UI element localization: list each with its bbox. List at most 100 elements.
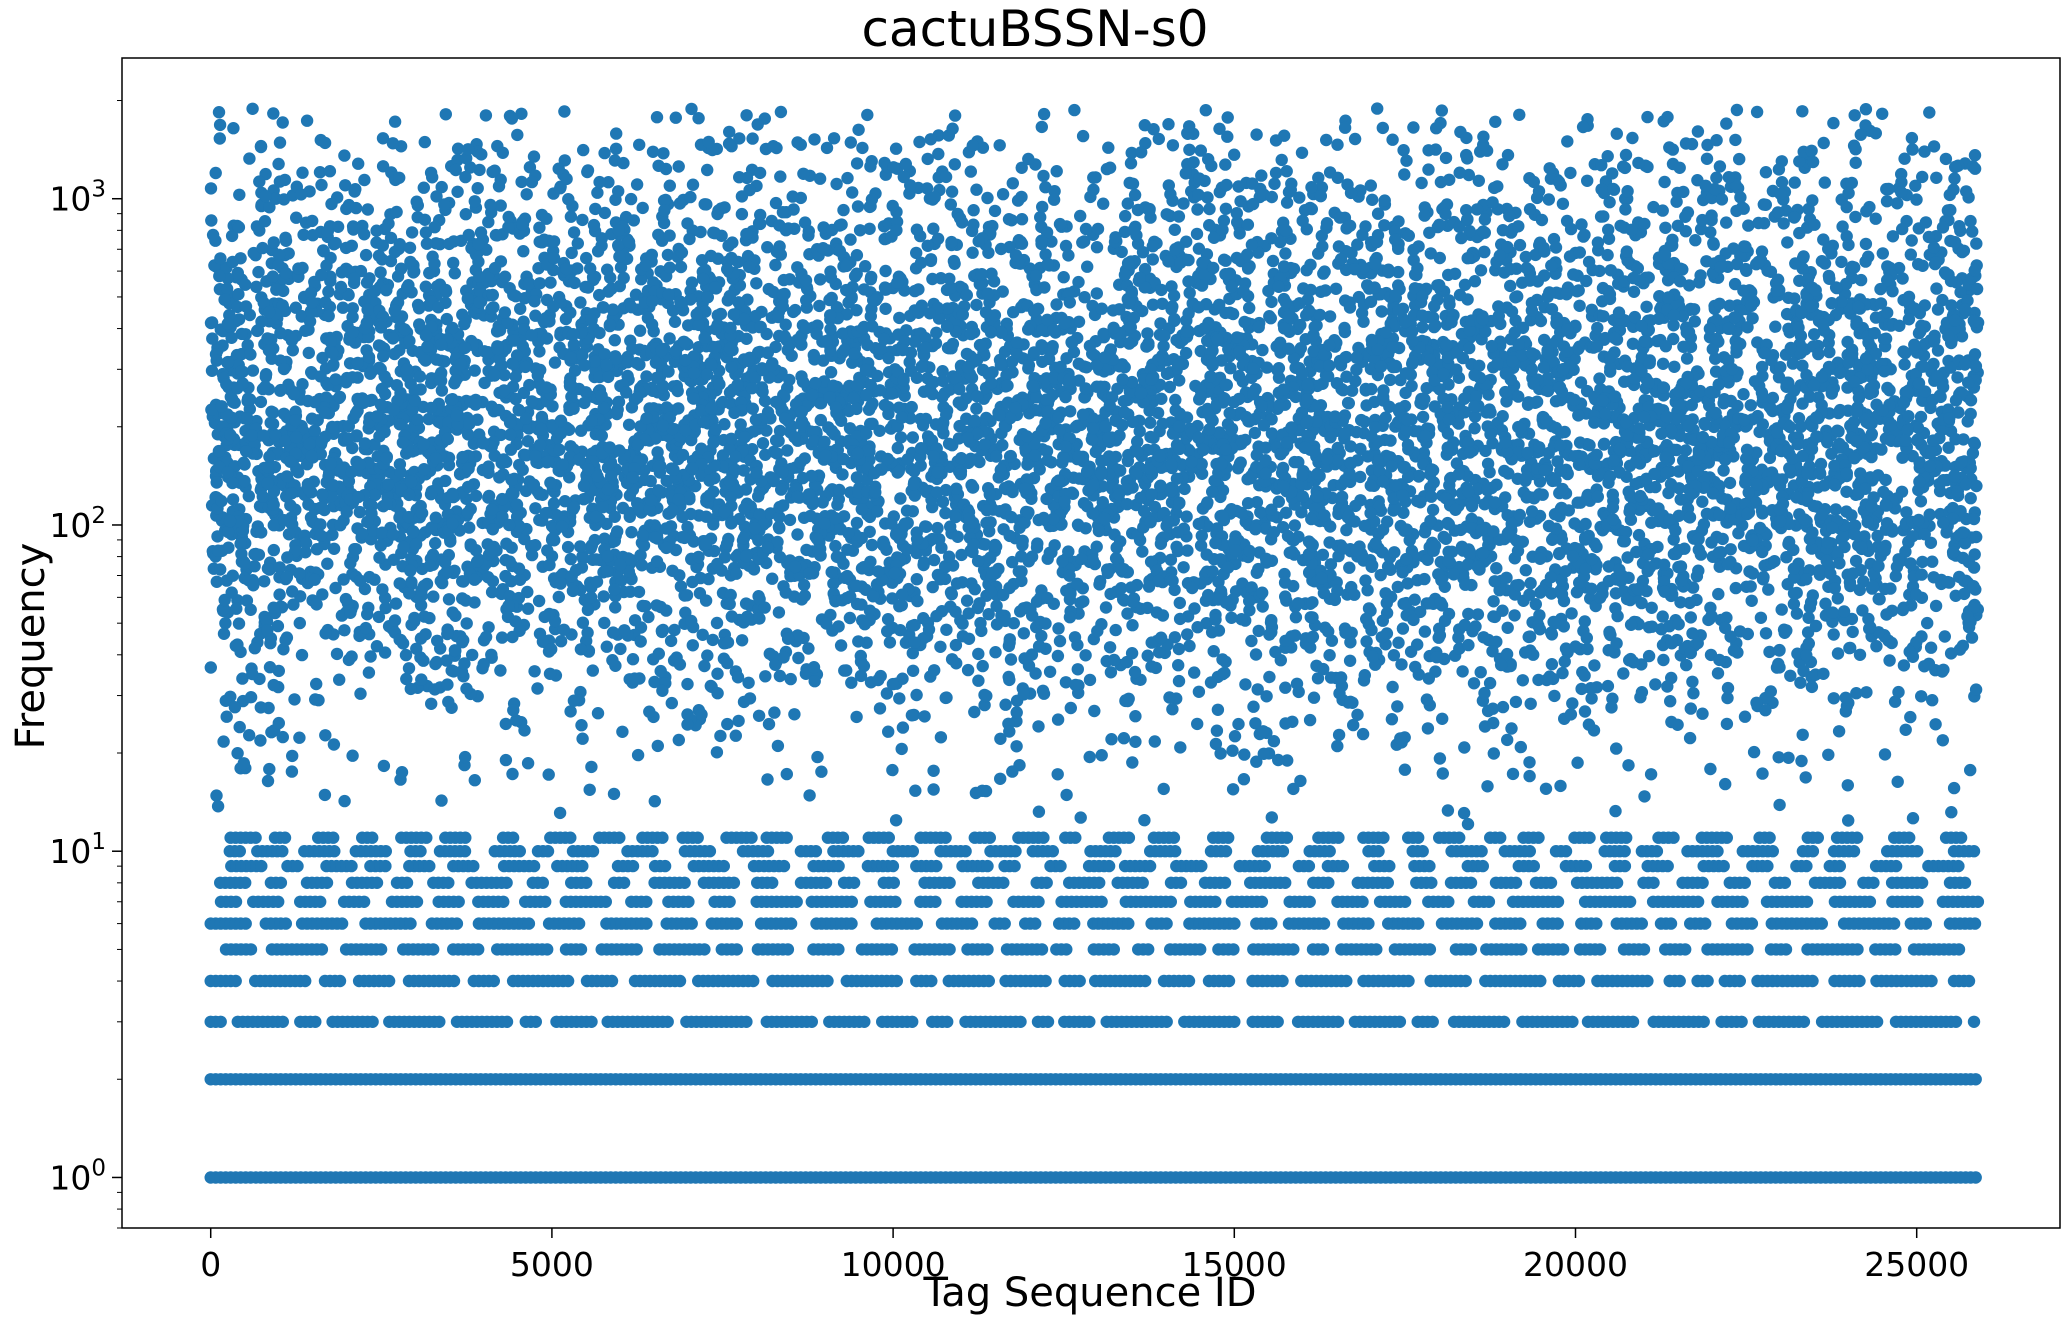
data-point	[759, 670, 772, 683]
data-point	[1763, 831, 1776, 844]
data-point	[291, 859, 304, 873]
data-point	[239, 876, 252, 889]
data-point	[1523, 515, 1537, 528]
data-point	[686, 639, 699, 652]
data-point	[1126, 619, 1139, 632]
data-point	[1252, 624, 1265, 638]
data-point	[1593, 943, 1607, 956]
data-point	[845, 917, 858, 930]
data-point	[576, 859, 589, 873]
data-point	[278, 831, 292, 844]
data-point	[1952, 859, 1965, 873]
data-point	[1647, 876, 1660, 889]
data-point	[1738, 710, 1752, 723]
data-point	[1218, 876, 1232, 889]
data-point	[622, 418, 636, 431]
data-point	[1637, 943, 1651, 956]
data-point	[730, 943, 743, 956]
data-point	[1911, 845, 1924, 858]
data-point	[514, 302, 527, 315]
data-point	[1076, 129, 1090, 143]
data-point	[703, 845, 717, 858]
data-point	[272, 895, 285, 908]
data-point	[1377, 831, 1390, 844]
data-point	[314, 895, 327, 908]
data-point	[429, 537, 442, 550]
data-point	[1833, 876, 1847, 889]
data-point	[906, 664, 920, 677]
data-point	[965, 917, 979, 930]
data-point	[333, 974, 347, 988]
data-point	[1095, 895, 1108, 908]
data-point	[522, 917, 536, 930]
data-point	[1210, 724, 1224, 737]
data-point	[1340, 974, 1353, 988]
data-point	[1684, 702, 1698, 715]
data-point	[1421, 722, 1435, 735]
data-point	[500, 876, 513, 889]
data-point	[747, 974, 760, 988]
data-point	[321, 557, 334, 570]
data-point	[761, 845, 775, 858]
data-point	[1741, 943, 1754, 956]
data-point	[682, 895, 695, 908]
data-point	[276, 1015, 289, 1028]
data-point	[1925, 974, 1938, 988]
data-point	[1467, 677, 1481, 690]
data-point	[1343, 654, 1357, 667]
data-point	[1069, 831, 1082, 844]
data-point	[1815, 917, 1829, 930]
data-point	[913, 135, 926, 149]
data-point	[543, 667, 557, 680]
data-point	[939, 831, 952, 844]
data-point	[844, 136, 857, 149]
data-point	[1650, 845, 1664, 858]
data-point	[533, 345, 546, 358]
data-point	[1194, 943, 1207, 956]
data-point	[1497, 1015, 1511, 1028]
data-point	[1757, 198, 1771, 211]
data-point	[1102, 141, 1115, 154]
data-point	[319, 729, 332, 742]
data-point	[1556, 943, 1570, 956]
data-point	[345, 859, 358, 873]
data-point	[366, 831, 379, 844]
data-point	[1139, 974, 1152, 988]
data-point	[284, 499, 297, 512]
data-point	[925, 974, 938, 988]
data-point	[1618, 859, 1632, 873]
data-point	[1524, 697, 1537, 710]
data-point	[1280, 165, 1293, 178]
data-point	[1697, 1015, 1710, 1028]
data-point	[1177, 197, 1190, 210]
data-point	[1967, 1015, 1981, 1028]
data-point	[366, 1015, 379, 1028]
data-point	[1891, 775, 1904, 788]
data-point	[425, 697, 438, 710]
data-point	[352, 157, 365, 170]
data-point	[309, 1015, 322, 1028]
data-point	[374, 943, 388, 956]
data-point	[672, 733, 685, 747]
data-point	[780, 831, 793, 844]
data-point	[562, 193, 575, 206]
data-point	[1416, 845, 1429, 858]
data-point	[882, 831, 895, 844]
data-point	[1143, 859, 1157, 873]
data-point	[357, 895, 371, 908]
data-point	[1392, 636, 1405, 649]
data-point	[646, 845, 659, 858]
data-point	[846, 186, 859, 199]
data-point	[273, 588, 286, 601]
data-point	[1745, 594, 1758, 607]
data-point	[1610, 127, 1624, 140]
data-point	[1265, 917, 1278, 930]
data-point	[338, 624, 351, 637]
data-point	[725, 610, 738, 623]
data-point	[423, 859, 436, 873]
data-point	[328, 845, 341, 858]
data-point	[781, 943, 795, 956]
data-point	[673, 974, 687, 988]
data-point	[1919, 917, 1933, 930]
